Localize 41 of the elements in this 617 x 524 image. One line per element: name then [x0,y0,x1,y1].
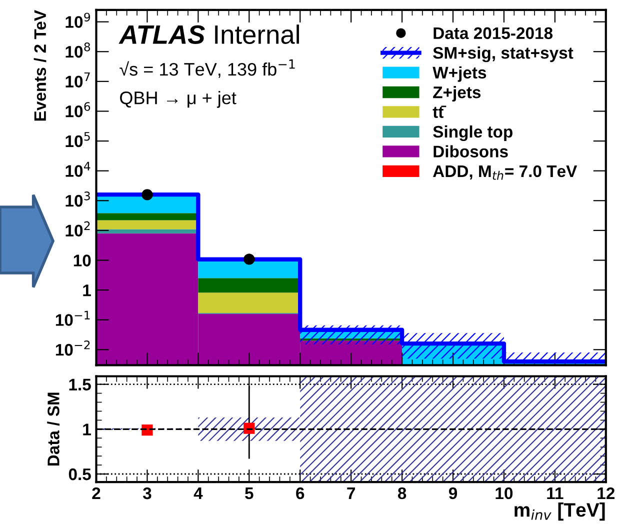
y-tick-label: 10 [74,254,91,266]
x-tick-label: 7 [347,488,355,500]
x-tick-label: 12 [598,487,614,500]
legend-label: tt̄ [432,106,446,118]
y-tick-label: 10$^{−1}$ [56,310,90,326]
x-tick-label: 2 [92,487,100,500]
x-tick-label: 10 [496,487,513,500]
y-tick-label: 10$^{3}$ [66,192,90,207]
x-tick-label: 4 [194,488,203,500]
y-axis-title: Events / 2 TeV [34,10,46,121]
annotation: Internal [215,24,299,44]
legend-label: Z+jets [433,86,481,102]
x-tick-label: 5 [245,488,254,500]
y-tick-label: 10$^{2}$ [66,221,90,237]
y-tick-label: 1 [83,424,91,436]
annotation: ATLAS [118,25,205,44]
x-tick-label: 6 [296,487,304,500]
x-tick-label: 3 [142,487,152,500]
x-tick-label: 8 [398,487,406,500]
y-tick-label: 10$^{4}$ [66,162,90,177]
x-tick-label: 9 [448,487,458,500]
y-tick-label: 10$^{5}$ [66,132,90,148]
legend-label: Single top [433,125,512,142]
x-axis-title: m$_{inv}$ [TeV] [514,502,605,521]
annotation: √s = 13 TeV, 139 fb$^{−1}$ [120,59,295,78]
legend-label: ADD, M$_{th}$= 7.0 TeV [433,165,578,180]
y-tick-label: 0.5 [68,468,91,480]
y-tick-label: 1.5 [69,378,91,391]
y-tick-label: 10$^{8}$ [66,42,90,58]
y-tick-label: 10$^{9}$ [66,12,90,28]
legend-label: W+jets [432,66,486,82]
legend-label: SM+sig, stat+syst [433,46,574,62]
y-axis-title: Data / SM [47,392,60,466]
x-tick-label: 11 [547,488,564,500]
legend-label: Data 2015-2018 [434,27,553,40]
y-tick-label: 10$^{−2}$ [56,340,90,356]
y-tick-label: 1 [83,284,91,296]
y-tick-label: 10$^{6}$ [66,102,90,118]
annotation: QBH → μ + jet [120,91,236,108]
y-tick-label: 10$^{7}$ [66,72,90,88]
legend-label: Dibosons [434,145,508,158]
